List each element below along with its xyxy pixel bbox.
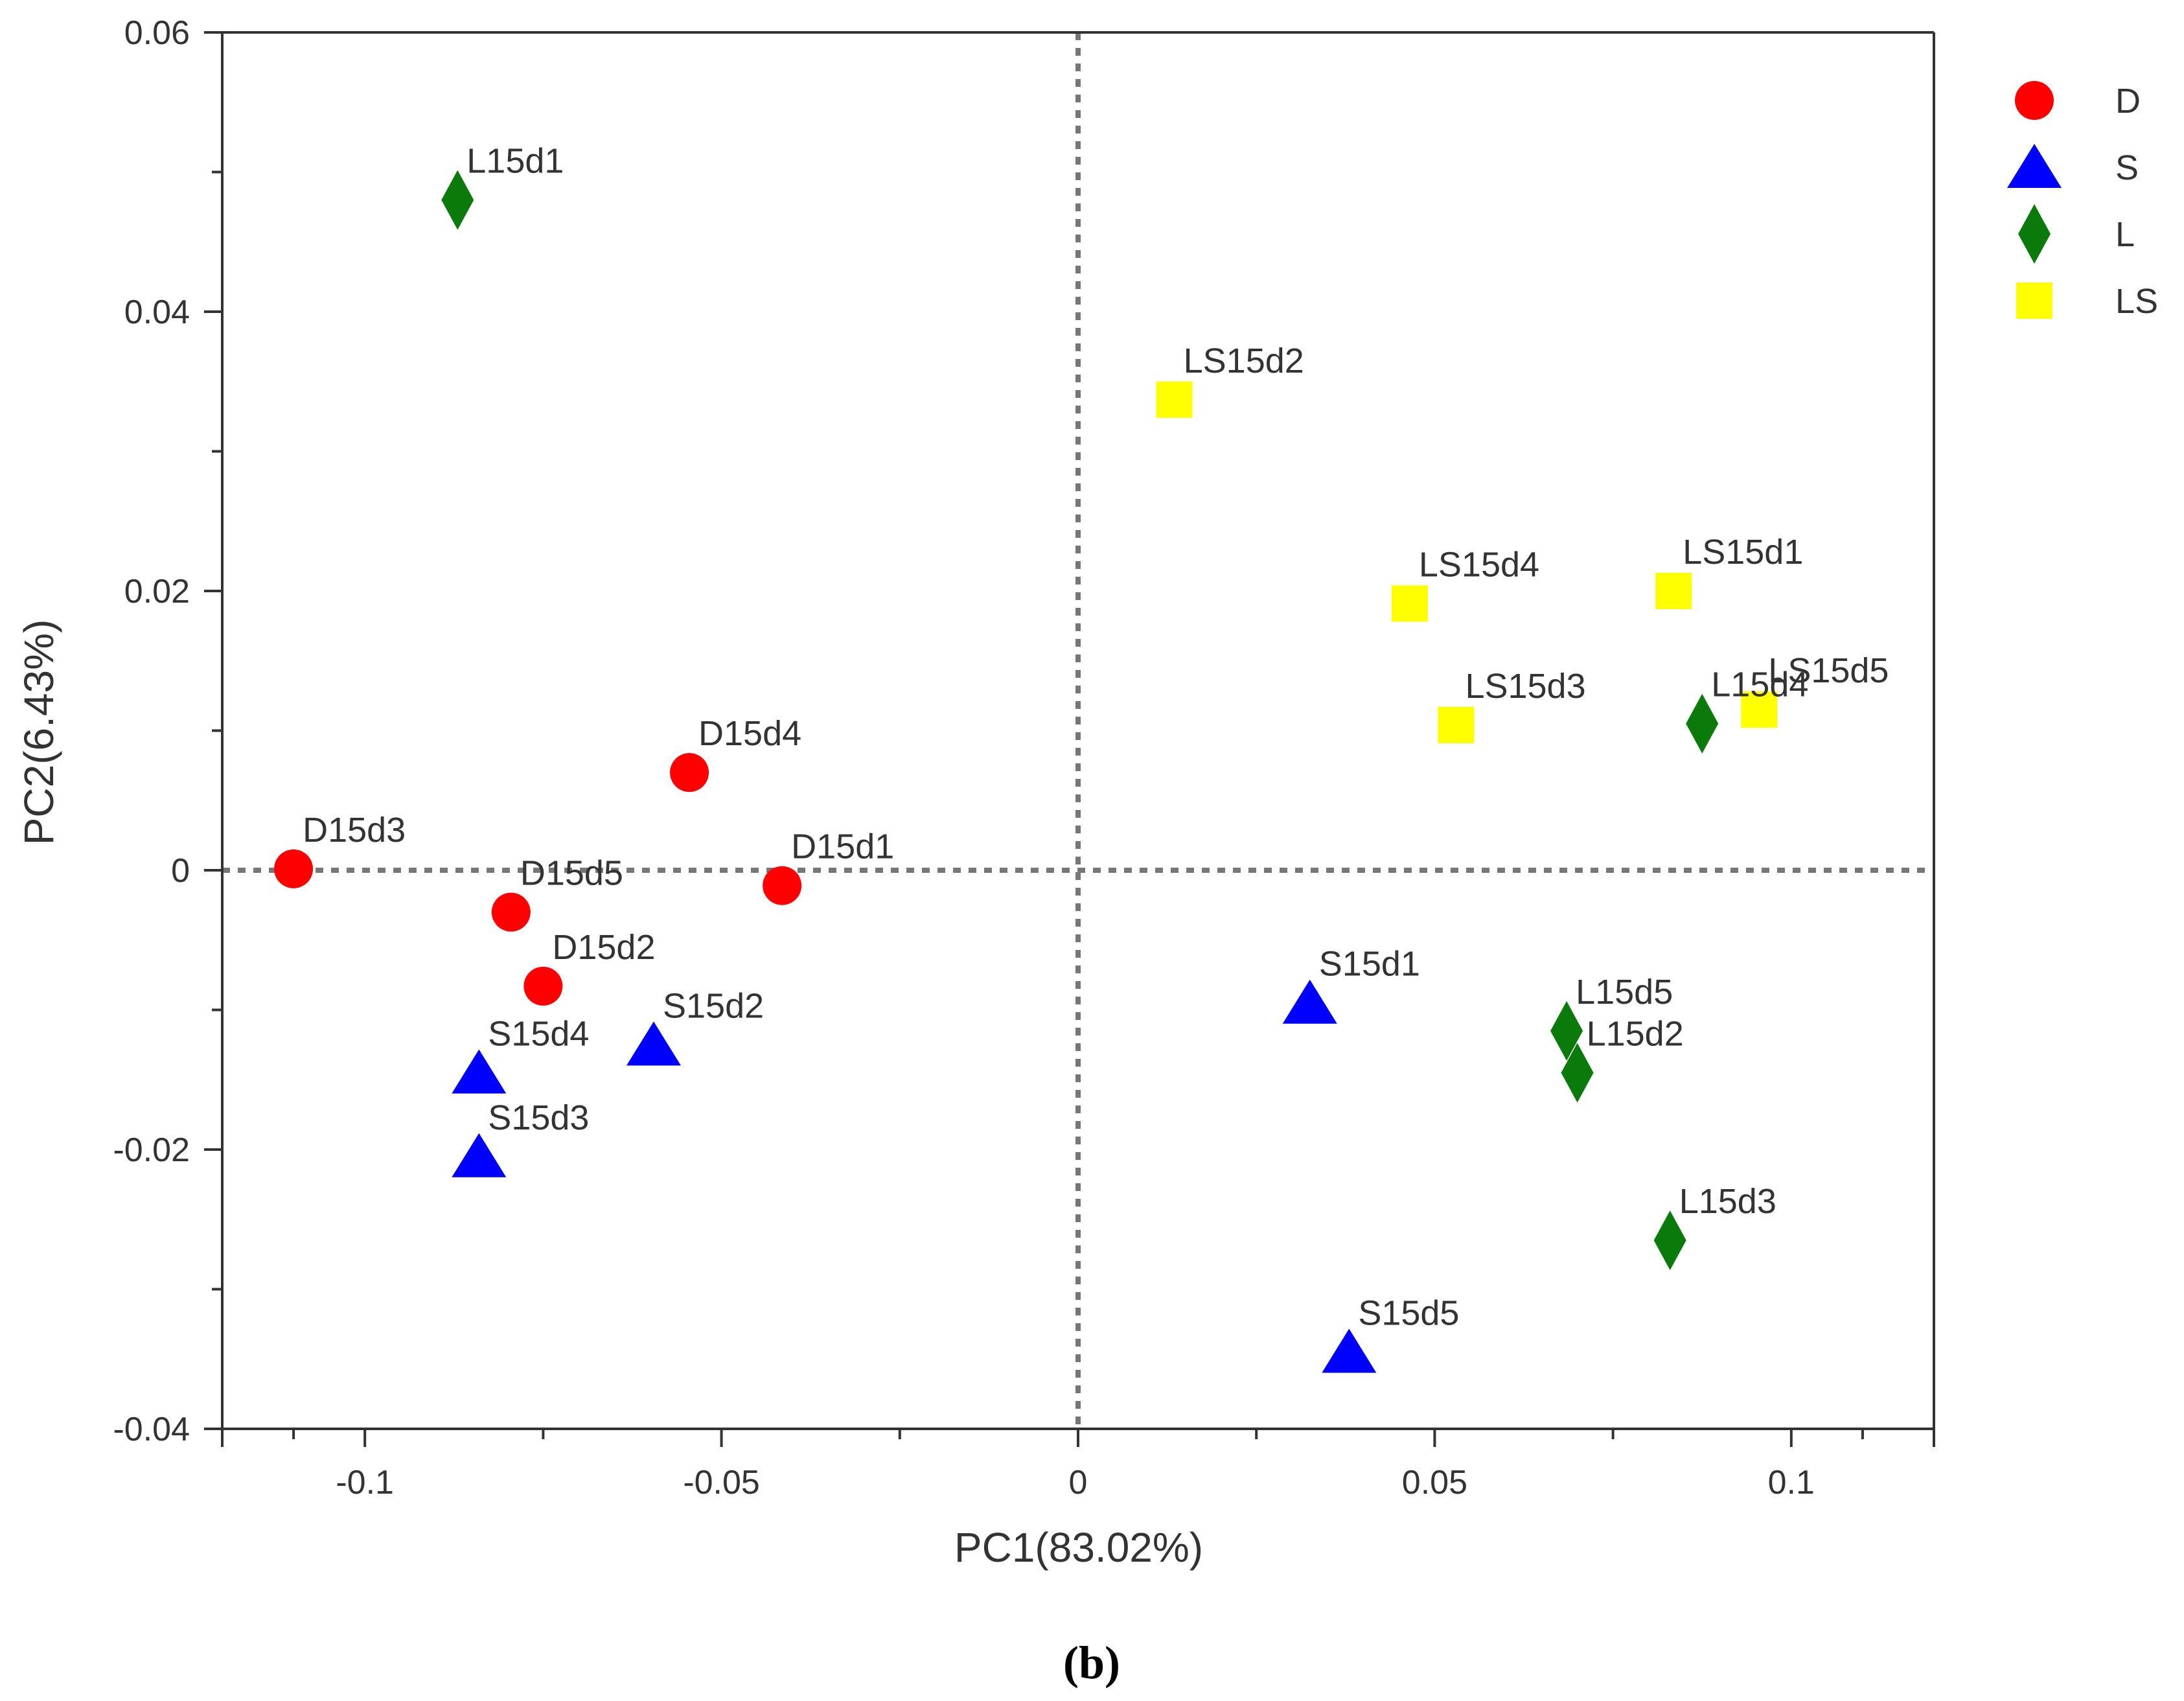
x-tick-label: -0.1 [336, 1464, 394, 1501]
point-s [1282, 979, 1337, 1024]
point-s [626, 1021, 682, 1066]
point-label-s15d4: S15d4 [488, 1014, 589, 1053]
point-d [763, 866, 802, 905]
point-label-ls15d1: LS15d1 [1683, 533, 1803, 572]
legend-label-ls: LS [2115, 282, 2158, 321]
y-tick-label: -0.04 [113, 1411, 190, 1448]
y-tick-label: 0.04 [124, 294, 190, 331]
legend-marker-ls [2016, 283, 2052, 319]
data-points [274, 170, 1778, 1373]
legend: DSL LS [2007, 81, 2158, 321]
point-labels: D15d1 D15d2 D15d3 D15d4 D15d5 S15d1 S15d2 S15d3… [303, 142, 1889, 1333]
point-label-ls15d5: LS15d5 [1768, 651, 1889, 690]
x-tick-label: 0 [1069, 1464, 1088, 1501]
y-tick-label: 0.06 [124, 14, 190, 52]
point-l [1561, 1043, 1594, 1103]
point-label-ls15d3: LS15d3 [1465, 667, 1585, 706]
point-ls [1156, 381, 1193, 418]
legend-label-s: S [2115, 148, 2139, 187]
figure-caption: (b) [1063, 1637, 1120, 1689]
legend-marker-s [2007, 144, 2062, 188]
point-l [1686, 693, 1719, 754]
point-ls [1438, 706, 1475, 743]
reference-lines [222, 32, 1934, 1429]
legend-label-d: D [2115, 82, 2141, 121]
point-label-l15d2: L15d2 [1587, 1014, 1684, 1053]
point-d [670, 753, 709, 793]
y-tick-label: 0 [171, 852, 190, 890]
point-label-l15d5: L15d5 [1576, 973, 1673, 1012]
point-s [1322, 1328, 1377, 1373]
point-ls [1655, 573, 1692, 609]
point-d [491, 892, 531, 932]
x-tick-label: 0.05 [1402, 1464, 1467, 1501]
point-label-d15d2: D15d2 [552, 928, 655, 967]
point-s [452, 1049, 507, 1094]
legend-label-l: L [2115, 215, 2135, 254]
point-label-d15d1: D15d1 [791, 827, 894, 866]
point-label-l15d4: L15d4 [1711, 665, 1808, 704]
x-tick-label: -0.05 [683, 1464, 760, 1501]
point-label-d15d5: D15d5 [520, 854, 623, 893]
point-s [452, 1133, 507, 1177]
point-label-ls15d2: LS15d2 [1184, 341, 1304, 380]
point-d [523, 966, 563, 1006]
point-label-ls15d4: LS15d4 [1419, 545, 1539, 584]
point-label-l15d1: L15d1 [466, 142, 564, 181]
axes: -0.1 -0.05 0 0.05 0.1 -0.04 -0.02 0 0.02 0.04 0.06 [113, 14, 1935, 1501]
x-tick-label: 0.1 [1768, 1464, 1815, 1501]
point-l [441, 170, 474, 230]
point-label-s15d5: S15d5 [1358, 1293, 1459, 1332]
point-l [1550, 1001, 1583, 1061]
point-label-s15d2: S15d2 [663, 986, 764, 1025]
y-axis-title: PC2(6.43%) [16, 619, 62, 846]
point-ls [1391, 585, 1428, 622]
point-label-d15d4: D15d4 [698, 714, 801, 753]
point-label-s15d3: S15d3 [488, 1098, 589, 1137]
legend-marker-d [2015, 81, 2054, 120]
point-label-d15d3: D15d3 [303, 811, 406, 850]
point-d [274, 849, 314, 888]
y-tick-label: -0.02 [113, 1131, 190, 1169]
point-l [1653, 1210, 1686, 1271]
point-label-s15d1: S15d1 [1319, 945, 1420, 984]
x-axis-title: PC1(83.02%) [954, 1524, 1203, 1571]
y-tick-label: 0.02 [124, 573, 190, 610]
legend-marker-l [2018, 204, 2051, 264]
point-ls [1741, 691, 1778, 728]
point-label-l15d3: L15d3 [1679, 1182, 1776, 1221]
